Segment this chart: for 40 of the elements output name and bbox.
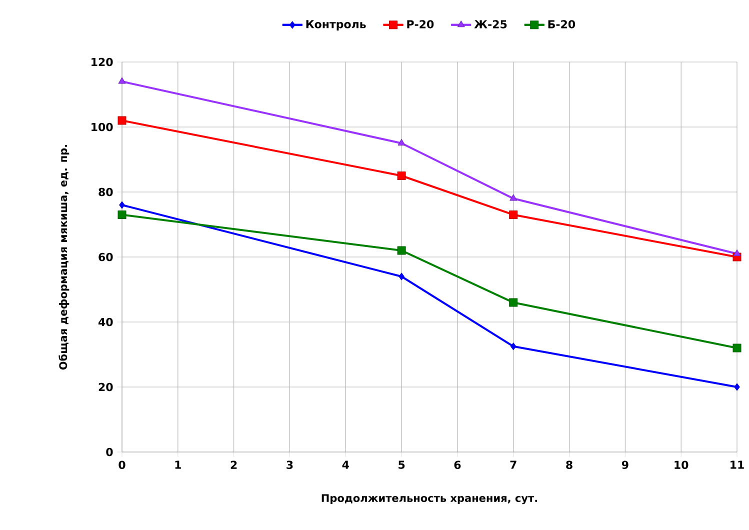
point — [118, 116, 126, 125]
point — [397, 171, 406, 180]
x-tick-label: 11 — [730, 460, 744, 469]
legend-label: Контроль — [306, 20, 366, 30]
point — [118, 210, 126, 219]
x-tick-label: 1 — [175, 460, 181, 469]
x-tick-label: 2 — [230, 460, 237, 469]
point — [398, 272, 404, 280]
point — [732, 344, 742, 352]
x-tick-label: 8 — [566, 460, 572, 470]
legend-label: Ж-25 — [474, 20, 507, 28]
x-tick-label: 5 — [398, 460, 405, 469]
x-tick-label: 6 — [454, 460, 461, 470]
point — [118, 77, 126, 84]
point — [509, 210, 518, 219]
x-tick-label: 3 — [286, 460, 293, 470]
x-tick-label: 0 — [118, 460, 126, 470]
x-tick-label: 10 — [674, 460, 688, 470]
y-tick-label: 120 — [92, 58, 113, 66]
y-axis-title: Общая деформация мякиша, ед. пр. — [58, 144, 70, 370]
y-tick-label: 40 — [98, 318, 113, 326]
point — [510, 342, 516, 350]
y-tick-label: 60 — [98, 252, 113, 262]
point — [734, 383, 740, 391]
point — [398, 138, 406, 146]
legend-label: Р-20 — [407, 20, 434, 28]
y-tick-label: 80 — [98, 188, 113, 196]
y-tick-label: 100 — [92, 122, 113, 132]
point — [510, 194, 518, 201]
y-tick-label: 0 — [106, 448, 113, 456]
point — [509, 298, 518, 307]
y-tick-label: 20 — [98, 382, 113, 392]
point — [119, 201, 125, 209]
legend-label: Б-20 — [548, 20, 576, 28]
x-axis-title: Продолжительность хранения, сут. — [322, 494, 538, 504]
x-tick-label: 4 — [342, 460, 349, 469]
point — [733, 250, 741, 256]
point — [397, 246, 406, 255]
x-tick-label: 7 — [510, 460, 516, 469]
x-tick-label: 9 — [622, 460, 628, 470]
